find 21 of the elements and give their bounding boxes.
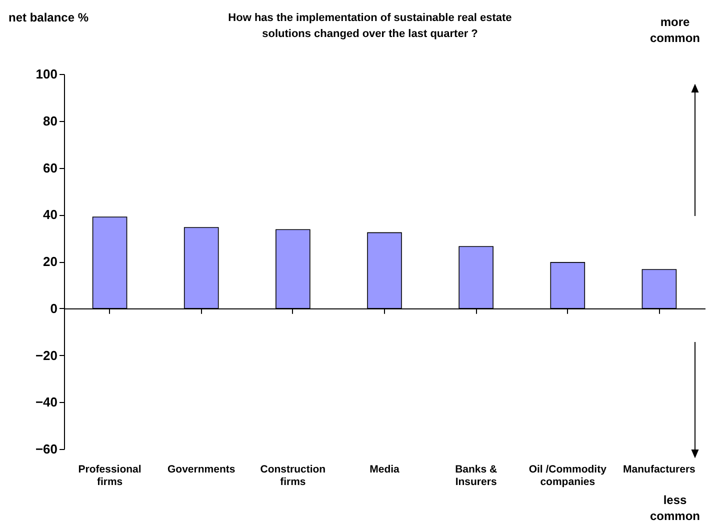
y-tick-label: 0 [50,300,58,316]
text: How has the implementation of sustainable real estate [228,12,512,24]
x-tick-label: Governments [168,464,236,476]
text: less common [648,492,701,524]
y-tick-label: −40 [35,394,58,410]
x-tick-label: Construction firms [260,464,326,488]
x-tick-label: Media [370,464,400,476]
text: more common [648,14,701,46]
y-tick-label: −20 [35,348,58,363]
y-tick-label: 60 [43,160,58,176]
y-tick-label: 40 [43,207,58,222]
x-tick-label: Manufacturers [623,464,696,476]
y-tick-label: 80 [43,113,58,128]
text: solutions changed over the last quarter ? [262,28,478,40]
x-tick-label: Oil /Commodity companies [528,464,607,488]
y-tick-label: 20 [43,254,58,269]
y-tick-label: 100 [36,66,58,82]
x-tick-label: Professional firms [78,464,142,488]
y-tick-label: −60 [35,442,58,456]
x-tick-label: Banks & Insurers [455,464,498,488]
y-axis-title: net balance % [8,10,89,24]
